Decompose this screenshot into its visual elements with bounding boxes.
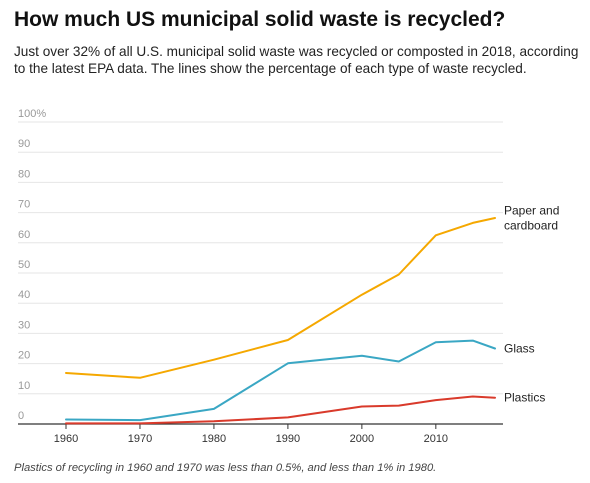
series-labels: Paper and cardboard Glass Plastics [504, 204, 559, 405]
x-tick-label: 1970 [128, 433, 152, 445]
chart-footnote: Plastics of recycling in 1960 and 1970 w… [14, 462, 437, 474]
y-axis-ticks: 0 10 20 30 40 50 60 70 80 90 100% [18, 108, 46, 422]
y-tick-label: 20 [18, 350, 30, 362]
x-tick-label: 1980 [202, 433, 226, 445]
series-lines [65, 217, 496, 425]
x-tick-label: 1990 [276, 433, 300, 445]
series-line-paper-and-cardboard [65, 217, 496, 379]
y-tick-label: 100% [18, 108, 46, 120]
x-tick-label: 2000 [350, 433, 374, 445]
chart-title: How much US municipal solid waste is rec… [14, 8, 506, 31]
y-tick-label: 70 [18, 199, 30, 211]
y-tick-label: 40 [18, 289, 30, 301]
chart-subtitle: Just over 32% of all U.S. municipal soli… [14, 44, 579, 76]
y-tick-label: 80 [18, 168, 30, 180]
series-line-plastics [65, 395, 496, 425]
y-tick-label: 30 [18, 319, 30, 331]
series-label-paper-and-cardboard: Paper and cardboard [504, 204, 559, 233]
series-label-plastics: Plastics [504, 391, 545, 405]
x-tick-label: 1960 [54, 433, 78, 445]
series-line-glass [65, 339, 496, 422]
x-axis-ticks: 1960 1970 1980 1990 2000 2010 [54, 424, 448, 445]
y-tick-label: 50 [18, 259, 30, 271]
gridlines [18, 121, 503, 425]
x-tick-label: 2010 [424, 433, 448, 445]
y-tick-label: 10 [18, 380, 30, 392]
y-tick-label: 60 [18, 229, 30, 241]
y-tick-label: 0 [18, 410, 24, 422]
series-label-glass: Glass [504, 342, 535, 356]
y-tick-label: 90 [18, 138, 30, 150]
